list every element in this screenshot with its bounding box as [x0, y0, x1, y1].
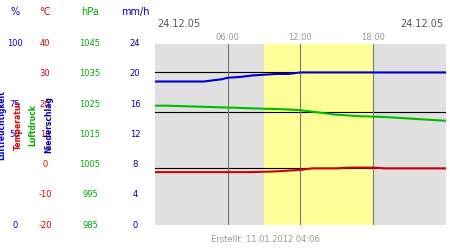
Text: %: %	[10, 7, 19, 17]
Text: 0: 0	[42, 160, 48, 169]
Text: 30: 30	[40, 70, 50, 78]
Text: hPa: hPa	[81, 7, 99, 17]
Text: Luftdruck: Luftdruck	[28, 104, 37, 146]
Text: 75: 75	[9, 100, 20, 109]
Text: Temperatur: Temperatur	[14, 100, 22, 150]
Text: Niederschlag: Niederschlag	[44, 96, 53, 154]
Text: 1015: 1015	[80, 130, 100, 139]
Text: 0: 0	[12, 220, 18, 230]
Text: mm/h: mm/h	[121, 7, 149, 17]
Text: 995: 995	[82, 190, 98, 199]
Text: 985: 985	[82, 220, 98, 230]
Text: 8: 8	[132, 160, 138, 169]
Text: 1025: 1025	[80, 100, 100, 109]
Text: 4: 4	[132, 190, 138, 199]
Text: 24.12.05: 24.12.05	[158, 19, 201, 29]
Text: -10: -10	[38, 190, 52, 199]
Text: 1005: 1005	[80, 160, 100, 169]
Text: Erstellt: 11.01.2012 04:06: Erstellt: 11.01.2012 04:06	[211, 235, 320, 244]
Text: 1045: 1045	[80, 39, 100, 48]
Text: 16: 16	[130, 100, 140, 109]
Text: 50: 50	[9, 130, 20, 139]
Text: 20: 20	[130, 70, 140, 78]
Text: 100: 100	[7, 39, 22, 48]
Text: 1035: 1035	[80, 70, 100, 78]
Text: 0: 0	[132, 220, 138, 230]
Text: °C: °C	[39, 7, 51, 17]
Text: 20: 20	[40, 100, 50, 109]
Text: 24: 24	[130, 39, 140, 48]
Text: -20: -20	[38, 220, 52, 230]
Text: 12: 12	[130, 130, 140, 139]
Text: 24.12.05: 24.12.05	[400, 19, 443, 29]
Bar	[264, 44, 373, 225]
Text: 40: 40	[40, 39, 50, 48]
Text: 10: 10	[40, 130, 50, 139]
Text: Luftfeuchtigkeit: Luftfeuchtigkeit	[0, 90, 6, 160]
